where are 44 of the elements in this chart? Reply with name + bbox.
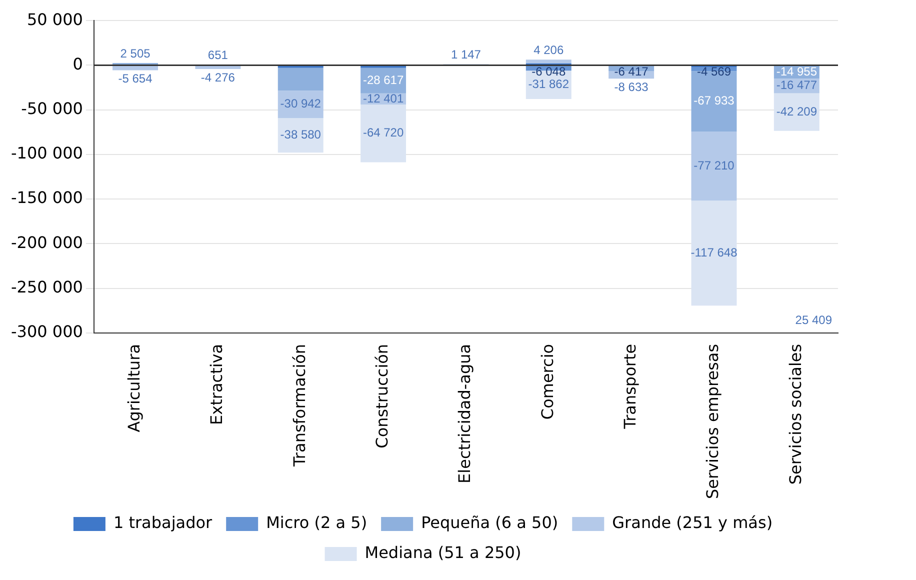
data-label: 651 xyxy=(208,48,228,62)
x-tick-label: Electricidad-agua xyxy=(455,344,474,484)
x-tick-label: Transporte xyxy=(620,344,640,430)
y-tick-label: -100 000 xyxy=(11,144,83,163)
data-label: -42 209 xyxy=(776,104,818,118)
data-label: -8 633 xyxy=(614,80,649,94)
data-label: -30 942 xyxy=(280,96,322,111)
x-tick-label: Comercio xyxy=(538,344,557,420)
data-label: -67 933 xyxy=(694,94,735,108)
data-label: -77 210 xyxy=(694,158,735,172)
data-label: 4 206 xyxy=(534,42,564,57)
x-tick-label: Servicios sociales xyxy=(786,344,805,485)
legend-label: Grande (251 y más) xyxy=(612,513,773,532)
y-tick-label: -300 000 xyxy=(11,322,83,342)
y-tick-label: -150 000 xyxy=(11,188,83,208)
y-tick-label: -250 000 xyxy=(11,277,83,296)
x-tick-label: Extractiva xyxy=(207,344,226,425)
data-label: 2 505 xyxy=(120,46,151,60)
x-tick-label: Servicios empresas xyxy=(703,344,722,499)
data-label: -6 417 xyxy=(614,64,649,79)
data-label: -117 648 xyxy=(690,245,738,260)
y-tick-label: -50 000 xyxy=(21,98,83,118)
legend-label: Mediana (51 a 250) xyxy=(364,543,522,562)
y-tick-label: 0 xyxy=(72,54,83,74)
data-label: 1 147 xyxy=(450,48,482,62)
x-tick-label: Agricultura xyxy=(124,344,144,432)
data-label: -28 617 xyxy=(362,72,404,87)
x-tick-label: Transformación xyxy=(290,344,309,468)
data-label: -38 580 xyxy=(280,128,322,142)
data-label: -14 955 xyxy=(776,64,818,78)
data-label: -12 401 xyxy=(362,91,404,106)
annotation: 25 409 xyxy=(795,313,832,328)
y-tick-label: 50 000 xyxy=(26,10,83,29)
legend-label: Micro (2 a 5) xyxy=(266,513,368,532)
y-tick-label: -200 000 xyxy=(11,232,83,252)
legend-label: 1 trabajador xyxy=(113,513,213,532)
data-label: -16 477 xyxy=(776,78,818,92)
x-tick-label: Construcción xyxy=(372,344,392,448)
legend-label: Pequeña (6 a 50) xyxy=(421,513,558,532)
data-label: -64 720 xyxy=(362,126,404,140)
data-label: -4 276 xyxy=(200,70,236,84)
data-label: -5 654 xyxy=(118,72,153,86)
data-label: -4 569 xyxy=(696,64,732,79)
data-label: -31 862 xyxy=(528,77,570,92)
